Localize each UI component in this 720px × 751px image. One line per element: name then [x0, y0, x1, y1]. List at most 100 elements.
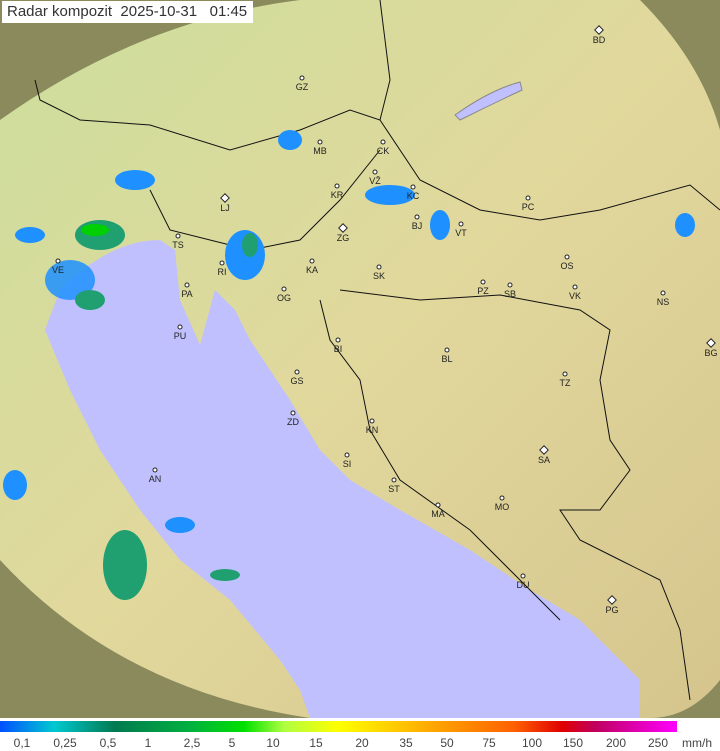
city-label: TS: [172, 240, 184, 250]
city-marker-icon: [175, 233, 181, 239]
legend-tick-label: 250: [647, 736, 669, 750]
city-label: ST: [388, 484, 400, 494]
legend-tick-label: 0,5: [99, 736, 117, 750]
city-label: BL: [441, 354, 453, 364]
city-marker-icon: [184, 282, 190, 288]
city-marker-icon: [572, 284, 578, 290]
city-label: TZ: [559, 378, 571, 388]
borders: [34, 0, 720, 701]
city-label: GZ: [295, 82, 309, 92]
legend-tick-label: 2,5: [183, 736, 201, 750]
legend-tick-label: 100: [521, 736, 543, 750]
city-marker-icon: [564, 254, 570, 260]
city-marker-icon: [525, 195, 531, 201]
legend-tick-label: 150: [562, 736, 584, 750]
city-label: LJ: [220, 203, 230, 213]
city-label: BG: [704, 348, 718, 358]
city-marker-icon: [372, 169, 378, 175]
city-marker-icon: [55, 258, 61, 264]
city-marker-icon: [177, 324, 183, 330]
city-label: PA: [181, 289, 193, 299]
city-marker-icon: [507, 282, 513, 288]
city-label: VE: [51, 265, 65, 275]
city-label: SK: [372, 271, 386, 281]
city-label: BD: [592, 35, 606, 45]
legend-tick-label: 20: [355, 736, 369, 750]
city-label: KA: [305, 265, 319, 275]
city-marker-icon: [334, 183, 340, 189]
city-marker-icon: [562, 371, 568, 377]
legend-color-bar: [0, 721, 677, 732]
map-title: Radar kompozit 2025-10-31 01:45: [2, 1, 254, 23]
city-marker-icon: [376, 264, 382, 270]
city-label: SI: [342, 459, 352, 469]
city-marker-icon: [294, 369, 300, 375]
radar-echoes: [3, 130, 695, 600]
city-label: VT: [455, 228, 467, 238]
legend-tick-label: 50: [440, 736, 454, 750]
city-label: AN: [148, 474, 162, 484]
legend-tick-label: 200: [605, 736, 627, 750]
city-label: VŽ: [369, 176, 381, 186]
city-label: PU: [173, 331, 187, 341]
legend-tick-label: 0,25: [53, 736, 77, 750]
city-marker-icon: [219, 260, 225, 266]
city-label: ZG: [336, 233, 350, 243]
city-marker-icon: [152, 467, 158, 473]
city-label: BI: [333, 344, 343, 354]
city-marker-icon: [410, 184, 416, 190]
city-label: KC: [406, 191, 420, 201]
legend-tick-label: 1: [144, 736, 152, 750]
map: [0, 0, 720, 718]
city-label: RI: [217, 267, 227, 277]
city-marker-icon: [317, 139, 323, 145]
city-label: SA: [537, 455, 551, 465]
city-marker-icon: [299, 75, 305, 81]
city-label: BJ: [411, 221, 423, 231]
city-label: OG: [276, 293, 292, 303]
city-label: SB: [503, 289, 517, 299]
city-label: ZD: [287, 417, 299, 427]
city-marker-icon: [444, 347, 450, 353]
city-label: PG: [605, 605, 619, 615]
city-marker-icon: [380, 139, 386, 145]
balaton-lake: [454, 81, 523, 121]
city-label: PC: [521, 202, 535, 212]
legend-unit: mm/h: [682, 736, 712, 750]
city-label: OS: [560, 261, 574, 271]
legend-tick-label: 35: [399, 736, 413, 750]
city-marker-icon: [458, 221, 464, 227]
city-marker-icon: [335, 337, 341, 343]
city-label: DU: [516, 580, 530, 590]
city-marker-icon: [414, 214, 420, 220]
city-marker-icon: [281, 286, 287, 292]
city-label: KN: [365, 425, 379, 435]
city-label: MB: [313, 146, 327, 156]
city-label: VK: [568, 291, 582, 301]
city-marker-icon: [290, 410, 296, 416]
city-marker-icon: [480, 279, 486, 285]
city-label: NS: [656, 297, 670, 307]
city-marker-icon: [369, 418, 375, 424]
city-marker-icon: [499, 495, 505, 501]
city-marker-icon: [344, 452, 350, 458]
adriatic-sea: [45, 240, 640, 718]
precipitation-legend: 0,1 0,25 0,5 1 2,5 5 10 15 20 35 50 75 100 150 200 250 …: [0, 718, 720, 751]
city-label: CK: [376, 146, 390, 156]
city-marker-icon: [520, 573, 526, 579]
legend-tick-label: 10: [266, 736, 280, 750]
legend-tick-label: 0,1: [13, 736, 31, 750]
city-label: MO: [494, 502, 510, 512]
city-marker-icon: [309, 258, 315, 264]
legend-tick-label: 5: [228, 736, 236, 750]
legend-tick-label: 75: [482, 736, 496, 750]
city-marker-icon: [435, 502, 441, 508]
city-label: PZ: [477, 286, 489, 296]
city-marker-icon: [391, 477, 397, 483]
city-label: KR: [330, 190, 344, 200]
city-label: MA: [431, 509, 445, 519]
city-marker-icon: [660, 290, 666, 296]
legend-tick-label: 15: [309, 736, 323, 750]
city-label: GS: [290, 376, 304, 386]
